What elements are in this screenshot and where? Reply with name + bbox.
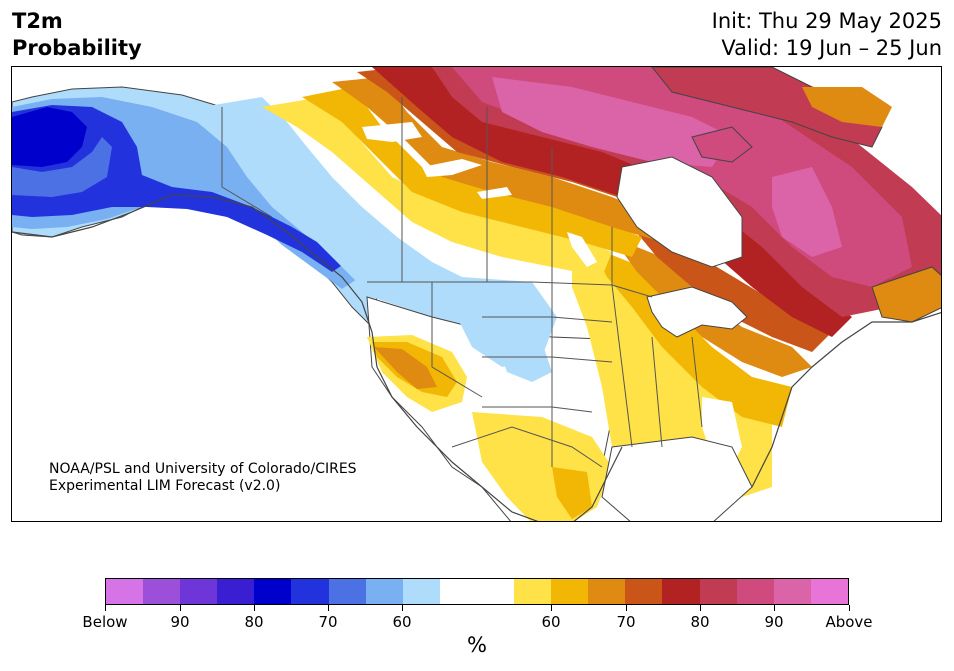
mexico-gold: [552, 467, 592, 519]
colorbar-segment: [476, 579, 515, 604]
credit-line-2: Experimental LIM Forecast (v2.0): [49, 478, 281, 494]
coastlines: [12, 194, 941, 521]
canada-red-band: [372, 67, 852, 337]
colorbar-segment: [810, 579, 848, 604]
colorbar-tick-label: Above: [825, 613, 873, 631]
alaska-coast-mid: [12, 137, 112, 197]
lake-winnipeg: [567, 232, 597, 267]
colorbar-segment: [254, 579, 292, 604]
alaska-blue-deep: [12, 107, 87, 167]
colorbar-tick-label: 60: [541, 613, 561, 631]
colorbar-segment: [773, 579, 811, 604]
colorbar-segment: [662, 579, 700, 604]
probability-map: [11, 66, 942, 522]
colorbar-tick: [180, 605, 181, 611]
credit-line-1: NOAA/PSL and University of Colorado/CIRE…: [49, 461, 357, 477]
colorado-pale-blue: [497, 342, 552, 382]
colorbar-tick: [328, 605, 329, 611]
colorbar-tick: [254, 605, 255, 611]
great-bear-lake: [362, 122, 422, 142]
colorbar-tick-label: 60: [392, 613, 412, 631]
california-orange: [374, 347, 437, 389]
colorbar-tick: [626, 605, 627, 611]
colorbar-tick-label: 80: [244, 613, 264, 631]
map-credit: NOAA/PSL and University of Colorado/CIRE…: [49, 461, 357, 495]
arctic-island-1: [651, 67, 883, 148]
colorbar-segment: [106, 579, 144, 604]
quebec-pink: [772, 167, 842, 257]
colorbar-segment: [736, 579, 774, 604]
colorbar-segment: [625, 579, 663, 604]
colorbar-segment: [143, 579, 181, 604]
colorbar-segment: [180, 579, 218, 604]
colorbar-unit: %: [467, 633, 487, 657]
map-title: T2m Probability: [12, 8, 142, 62]
colorbar-tick-label: 90: [764, 613, 784, 631]
great-slave-lake: [422, 159, 482, 177]
political-borders: [221, 97, 703, 468]
colorbar-tick: [105, 605, 106, 611]
colorbar-tick-label: 90: [170, 613, 190, 631]
variable-label: T2m: [12, 9, 63, 33]
product-label: Probability: [12, 36, 142, 60]
colorbar-tick: [700, 605, 701, 611]
hudson-bay: [616, 156, 743, 268]
colorbar-tick-label: 70: [318, 613, 338, 631]
canada-pink: [492, 77, 732, 167]
arctic-island-orange: [802, 87, 892, 127]
colorbar-tick-label: 70: [616, 613, 636, 631]
colorbar-segment: [551, 579, 589, 604]
colorbar-segment: [217, 579, 255, 604]
colorbar-tick-label: 80: [690, 613, 710, 631]
lake-athabasca: [477, 187, 512, 199]
valid-date: Valid: 19 Jun – 25 Jun: [721, 36, 942, 60]
canada-orange-band: [332, 77, 672, 242]
forecast-map-svg: [12, 67, 941, 521]
great-lakes: [646, 286, 748, 338]
canada-yellow-band: [262, 97, 612, 277]
colorbar-segment: [291, 579, 329, 604]
colorbar-tick-label: Below: [82, 613, 128, 631]
colorbar-tick: [551, 605, 552, 611]
colorbar-segment: [439, 579, 477, 604]
colorbar-segment: [588, 579, 626, 604]
gulf-of-mexico: [601, 436, 753, 521]
colorbar-segment: [402, 579, 440, 604]
date-info: Init: Thu 29 May 2025 Valid: 19 Jun – 25…: [712, 8, 942, 62]
colorbar-segment: [365, 579, 403, 604]
colorbar-tick: [402, 605, 403, 611]
east-dark-orange: [632, 227, 832, 352]
colorbar-segment: [699, 579, 737, 604]
baffin-island: [691, 126, 753, 163]
colorbar-tick: [774, 605, 775, 611]
canada-gold-band: [302, 87, 642, 257]
atlantic-canada: [871, 266, 941, 323]
colorbar-tick: [849, 605, 850, 611]
colorbar: [105, 578, 849, 605]
init-date: Init: Thu 29 May 2025: [711, 9, 942, 33]
colorbar-segment: [328, 579, 366, 604]
colorbar-segment: [514, 579, 552, 604]
